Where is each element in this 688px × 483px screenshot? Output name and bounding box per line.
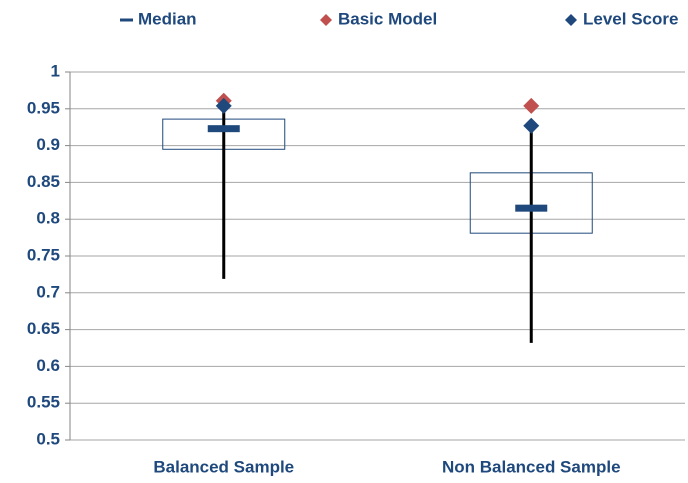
y-tick-label: 0.55 xyxy=(27,393,60,412)
y-tick-label: 0.65 xyxy=(27,319,60,338)
diamond-marker xyxy=(523,97,540,114)
legend-label: Basic Model xyxy=(338,9,437,28)
y-tick-label: 0.9 xyxy=(36,135,60,154)
y-tick-label: 0.6 xyxy=(36,356,60,375)
y-tick-label: 0.95 xyxy=(27,98,60,117)
legend-label: Level Score xyxy=(583,9,678,28)
y-tick-label: 0.75 xyxy=(27,245,60,264)
y-tick-label: 0.85 xyxy=(27,172,60,191)
x-tick-label: Non Balanced Sample xyxy=(442,457,621,476)
y-tick-label: 0.5 xyxy=(36,429,60,448)
x-tick-label: Balanced Sample xyxy=(153,457,294,476)
median-marker xyxy=(515,204,548,212)
legend-marker xyxy=(565,14,577,26)
diamond-marker xyxy=(523,117,540,134)
y-tick-label: 1 xyxy=(51,61,60,80)
legend-label: Median xyxy=(138,9,197,28)
median-marker xyxy=(207,125,240,133)
legend-marker xyxy=(320,14,332,26)
diamond-marker xyxy=(215,97,232,114)
y-tick-label: 0.8 xyxy=(36,209,60,228)
y-tick-label: 0.7 xyxy=(36,282,60,301)
legend-marker xyxy=(120,18,133,22)
